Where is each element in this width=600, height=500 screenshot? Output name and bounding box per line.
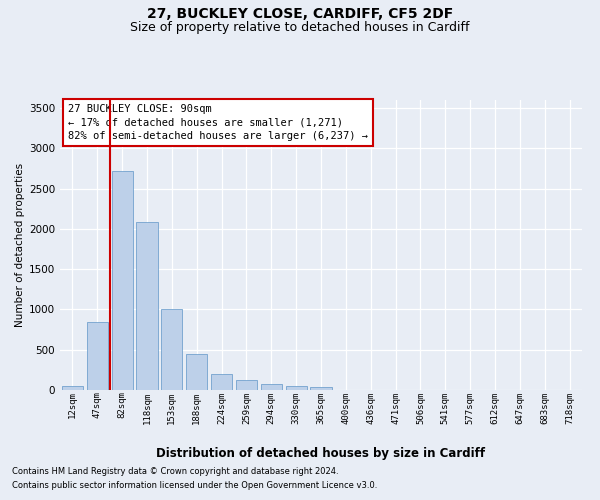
- Text: Contains public sector information licensed under the Open Government Licence v3: Contains public sector information licen…: [12, 481, 377, 490]
- Text: 27 BUCKLEY CLOSE: 90sqm
← 17% of detached houses are smaller (1,271)
82% of semi: 27 BUCKLEY CLOSE: 90sqm ← 17% of detache…: [68, 104, 368, 141]
- Bar: [62, 386, 83, 390]
- Text: Size of property relative to detached houses in Cardiff: Size of property relative to detached ho…: [130, 21, 470, 34]
- Bar: [261, 384, 282, 390]
- Bar: [136, 222, 158, 390]
- Bar: [186, 354, 207, 390]
- Text: 27, BUCKLEY CLOSE, CARDIFF, CF5 2DF: 27, BUCKLEY CLOSE, CARDIFF, CF5 2DF: [147, 8, 453, 22]
- Bar: [161, 310, 182, 390]
- Bar: [87, 322, 108, 390]
- Bar: [112, 171, 133, 390]
- Y-axis label: Number of detached properties: Number of detached properties: [15, 163, 25, 327]
- Text: Contains HM Land Registry data © Crown copyright and database right 2024.: Contains HM Land Registry data © Crown c…: [12, 467, 338, 476]
- Bar: [310, 387, 332, 390]
- Bar: [286, 386, 307, 390]
- Bar: [236, 380, 257, 390]
- Bar: [211, 374, 232, 390]
- Text: Distribution of detached houses by size in Cardiff: Distribution of detached houses by size …: [157, 448, 485, 460]
